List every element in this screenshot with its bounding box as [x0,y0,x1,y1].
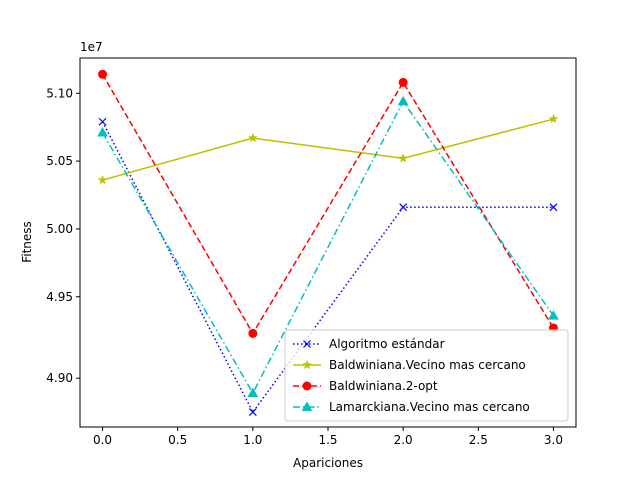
legend-marker-1 [303,340,311,348]
legend-label-2: Baldwiniana.Vecino mas cercano [329,358,526,372]
y-tick-label: 5.00 [46,222,73,236]
data-point-s4-1 [97,127,108,137]
data-point-s4-2 [247,387,259,397]
data-point-s2-3 [398,153,409,163]
data-point-s2-2 [247,132,258,143]
y-tick-label: 5.10 [46,86,73,100]
series-line-4 [101,99,555,395]
x-axis-label: Apariciones [293,456,363,470]
series-layer [101,73,555,414]
y-offset-label: 1e7 [80,40,103,54]
y-axis: 4.90 4.95 5.00 5.05 5.10 [46,86,80,385]
marker-layer [97,69,559,417]
legend-box [284,329,569,422]
data-point-s3-3 [398,77,408,87]
legend-label-3: Baldwiniana.2-opt [329,379,438,393]
data-point-s4-3 [397,95,409,106]
x-tick-label: 1.5 [318,433,337,447]
data-point-s1-1 [98,117,107,126]
legend-label-4: Lamarckiana.Vecino mas cercano [329,400,530,414]
legend: Algoritmo estándar Baldwiniana.Vecino mas… [284,329,569,422]
y-tick-label: 4.90 [46,371,73,385]
y-tick-label: 5.05 [46,154,73,168]
data-point-s1-3 [399,203,408,212]
x-tick-label: 1.0 [243,433,262,447]
data-point-s2-1 [97,174,108,185]
legend-marker-4 [301,401,313,411]
series-line-3 [101,73,555,335]
x-tick-label: 2.5 [469,433,488,447]
data-point-s3-2 [248,328,258,338]
data-point-s4-4 [548,310,559,320]
series-line-1 [101,121,554,414]
series-line-2 [102,118,554,181]
x-tick-label: 2.0 [394,433,413,447]
legend-marker-2 [302,359,312,370]
y-axis-label: Fitness [20,221,34,263]
data-point-s2-4 [548,113,559,124]
data-point-s1-2 [248,408,257,417]
data-point-s3-1 [98,69,108,79]
x-tick-label: 0.5 [168,433,187,447]
x-tick-label: 0.0 [93,433,112,447]
y-tick-label: 4.95 [46,290,73,304]
legend-marker-3 [302,381,312,391]
data-point-s1-4 [549,203,558,212]
x-axis: 0.0 0.5 1.0 1.5 2.0 2.5 3.0 [93,427,563,447]
legend-label-1: Algoritmo estándar [329,337,445,351]
x-tick-label: 3.0 [544,433,563,447]
